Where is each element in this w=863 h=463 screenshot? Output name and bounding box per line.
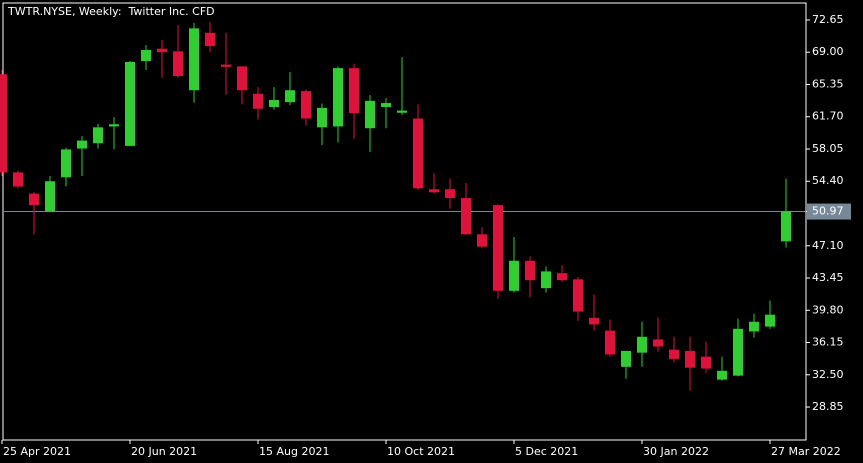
x-tick-label: 30 Jan 2022 xyxy=(643,445,709,458)
candle-body xyxy=(253,93,263,109)
candle-body xyxy=(269,99,279,108)
x-tick-label: 5 Dec 2021 xyxy=(515,445,578,458)
candle-body xyxy=(285,90,295,103)
candle-body xyxy=(509,260,519,291)
candle-body xyxy=(381,103,391,108)
candle-body xyxy=(205,32,215,47)
candle-body xyxy=(141,50,151,62)
candle-body xyxy=(637,336,647,353)
candle-body xyxy=(541,271,551,289)
candle-body xyxy=(429,189,439,193)
candle-body xyxy=(45,181,55,212)
candle-body xyxy=(189,28,199,91)
candle-body xyxy=(0,74,7,173)
candle-body xyxy=(573,279,583,312)
y-tick-label: 36.15 xyxy=(812,336,844,349)
candle-body xyxy=(93,127,103,144)
candle-body xyxy=(13,172,23,187)
last-price-box xyxy=(807,203,851,220)
y-tick-label: 47.10 xyxy=(812,239,844,252)
candle-body xyxy=(445,189,455,199)
candle-body xyxy=(685,350,695,368)
y-tick-label: 65.35 xyxy=(812,77,844,90)
candle-body xyxy=(557,273,567,281)
candle-body xyxy=(317,107,327,128)
plot-frame xyxy=(2,2,807,441)
candle-body xyxy=(109,124,119,127)
candle-body xyxy=(605,330,615,355)
y-tick-label: 58.05 xyxy=(812,142,844,155)
x-tick-label: 27 Mar 2022 xyxy=(771,445,841,458)
candle-body xyxy=(237,66,247,91)
candle-body xyxy=(525,260,535,281)
y-tick-label: 54.40 xyxy=(812,174,844,187)
y-tick-label: 61.70 xyxy=(812,110,844,123)
candle-body xyxy=(173,51,183,77)
y-tick-label: 28.85 xyxy=(812,400,844,413)
candle-body xyxy=(765,314,775,327)
candle-body xyxy=(749,321,759,332)
candle-body xyxy=(221,64,231,67)
candle-body xyxy=(717,370,727,380)
candle-body xyxy=(77,140,87,149)
y-tick-label: 72.65 xyxy=(812,13,844,26)
candle-body xyxy=(365,100,375,129)
candle-body xyxy=(461,198,471,235)
y-tick-label: 43.45 xyxy=(812,271,844,284)
y-tick-label: 50.97 xyxy=(812,205,844,218)
chart-title: TWTR.NYSE, Weekly: Twitter Inc. CFD xyxy=(7,5,215,18)
candle-body xyxy=(413,118,423,189)
candle-body xyxy=(157,48,167,53)
candle-body xyxy=(301,91,311,119)
x-tick-label: 15 Aug 2021 xyxy=(259,445,329,458)
candle-body xyxy=(781,211,791,242)
candle-body xyxy=(653,339,663,347)
candle-body xyxy=(733,328,743,376)
candle-body xyxy=(701,356,711,369)
candle-body xyxy=(397,110,407,113)
candle-body xyxy=(61,149,71,178)
x-tick-label: 25 Apr 2021 xyxy=(3,445,71,458)
y-tick-label: 32.50 xyxy=(812,368,844,381)
x-tick-label: 20 Jun 2021 xyxy=(131,445,197,458)
candle-body xyxy=(493,205,503,291)
candle-body xyxy=(349,68,359,114)
candle-body xyxy=(29,193,39,206)
y-tick-label: 39.80 xyxy=(812,303,844,316)
candle-body xyxy=(125,61,135,146)
candle-body xyxy=(333,68,343,127)
y-tick-label: 69.00 xyxy=(812,45,844,58)
x-tick-label: 10 Oct 2021 xyxy=(387,445,455,458)
candle-body xyxy=(621,350,631,367)
candle-body xyxy=(669,349,679,359)
candle-body xyxy=(589,317,599,325)
candle-body xyxy=(477,234,487,247)
